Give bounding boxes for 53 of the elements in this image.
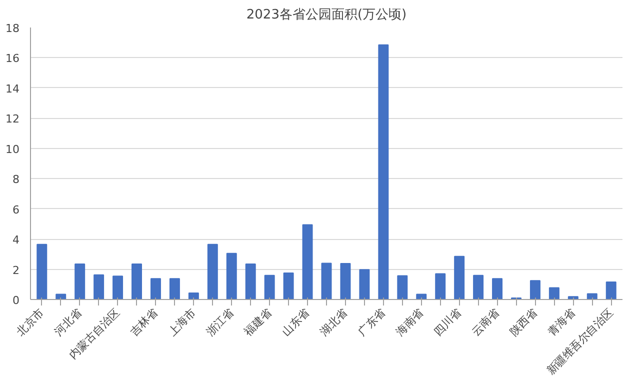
bar	[169, 278, 180, 300]
bar	[132, 263, 142, 300]
bar	[492, 278, 503, 300]
bar	[226, 252, 237, 300]
bar	[359, 269, 370, 300]
x-tick-label: 吉林省	[128, 306, 160, 338]
x-tick-label: 湖北省	[318, 306, 350, 338]
x-tick-label: 青海省	[545, 306, 578, 338]
x-tick-label: 山东省	[280, 306, 312, 338]
bar	[150, 278, 161, 300]
x-tick-label: 河北省	[52, 306, 84, 338]
bar	[340, 263, 351, 300]
y-tick-label: 12	[6, 112, 20, 126]
chart-title: 2023各省公园面积(万公顷)	[246, 8, 407, 22]
bar	[36, 244, 48, 300]
y-tick-label: 16	[6, 52, 20, 66]
bar	[321, 262, 332, 300]
y-tick-label: 18	[6, 22, 20, 35]
bar	[94, 274, 104, 300]
bar	[416, 294, 427, 300]
bar	[397, 275, 408, 300]
bar	[473, 274, 484, 300]
x-tick-label: 浙江省	[204, 306, 236, 338]
bar	[283, 272, 294, 300]
x-tick-label: 北京市	[14, 306, 46, 338]
y-tick-label: 0	[12, 294, 20, 307]
y-tick-label: 8	[12, 173, 20, 186]
y-tick-label: 4	[12, 234, 20, 247]
bar	[112, 276, 124, 300]
bar	[378, 44, 389, 300]
y-tick-label: 2	[12, 264, 20, 277]
bar	[207, 244, 218, 300]
x-tick-label: 福建省	[242, 306, 274, 338]
bar	[74, 263, 86, 300]
bar	[454, 256, 465, 300]
bar	[302, 224, 313, 300]
bar	[245, 263, 256, 300]
x-tick-label: 广东省	[355, 306, 388, 338]
bar	[548, 287, 560, 300]
y-tick-label: 10	[6, 142, 20, 156]
y-tick-label: 14	[6, 82, 20, 96]
bar	[530, 280, 540, 300]
bar	[56, 294, 66, 300]
x-tick-label: 海南省	[393, 306, 426, 338]
bar	[264, 274, 275, 300]
x-tick-label: 上海市	[166, 306, 198, 338]
x-tick-label: 陕西省	[507, 306, 540, 338]
y-tick-label: 6	[12, 203, 20, 216]
bar	[606, 281, 616, 300]
x-tick-label: 四川省	[431, 306, 464, 338]
bar	[188, 292, 199, 300]
bar	[435, 273, 446, 300]
x-tick-label: 云南省	[469, 306, 502, 338]
